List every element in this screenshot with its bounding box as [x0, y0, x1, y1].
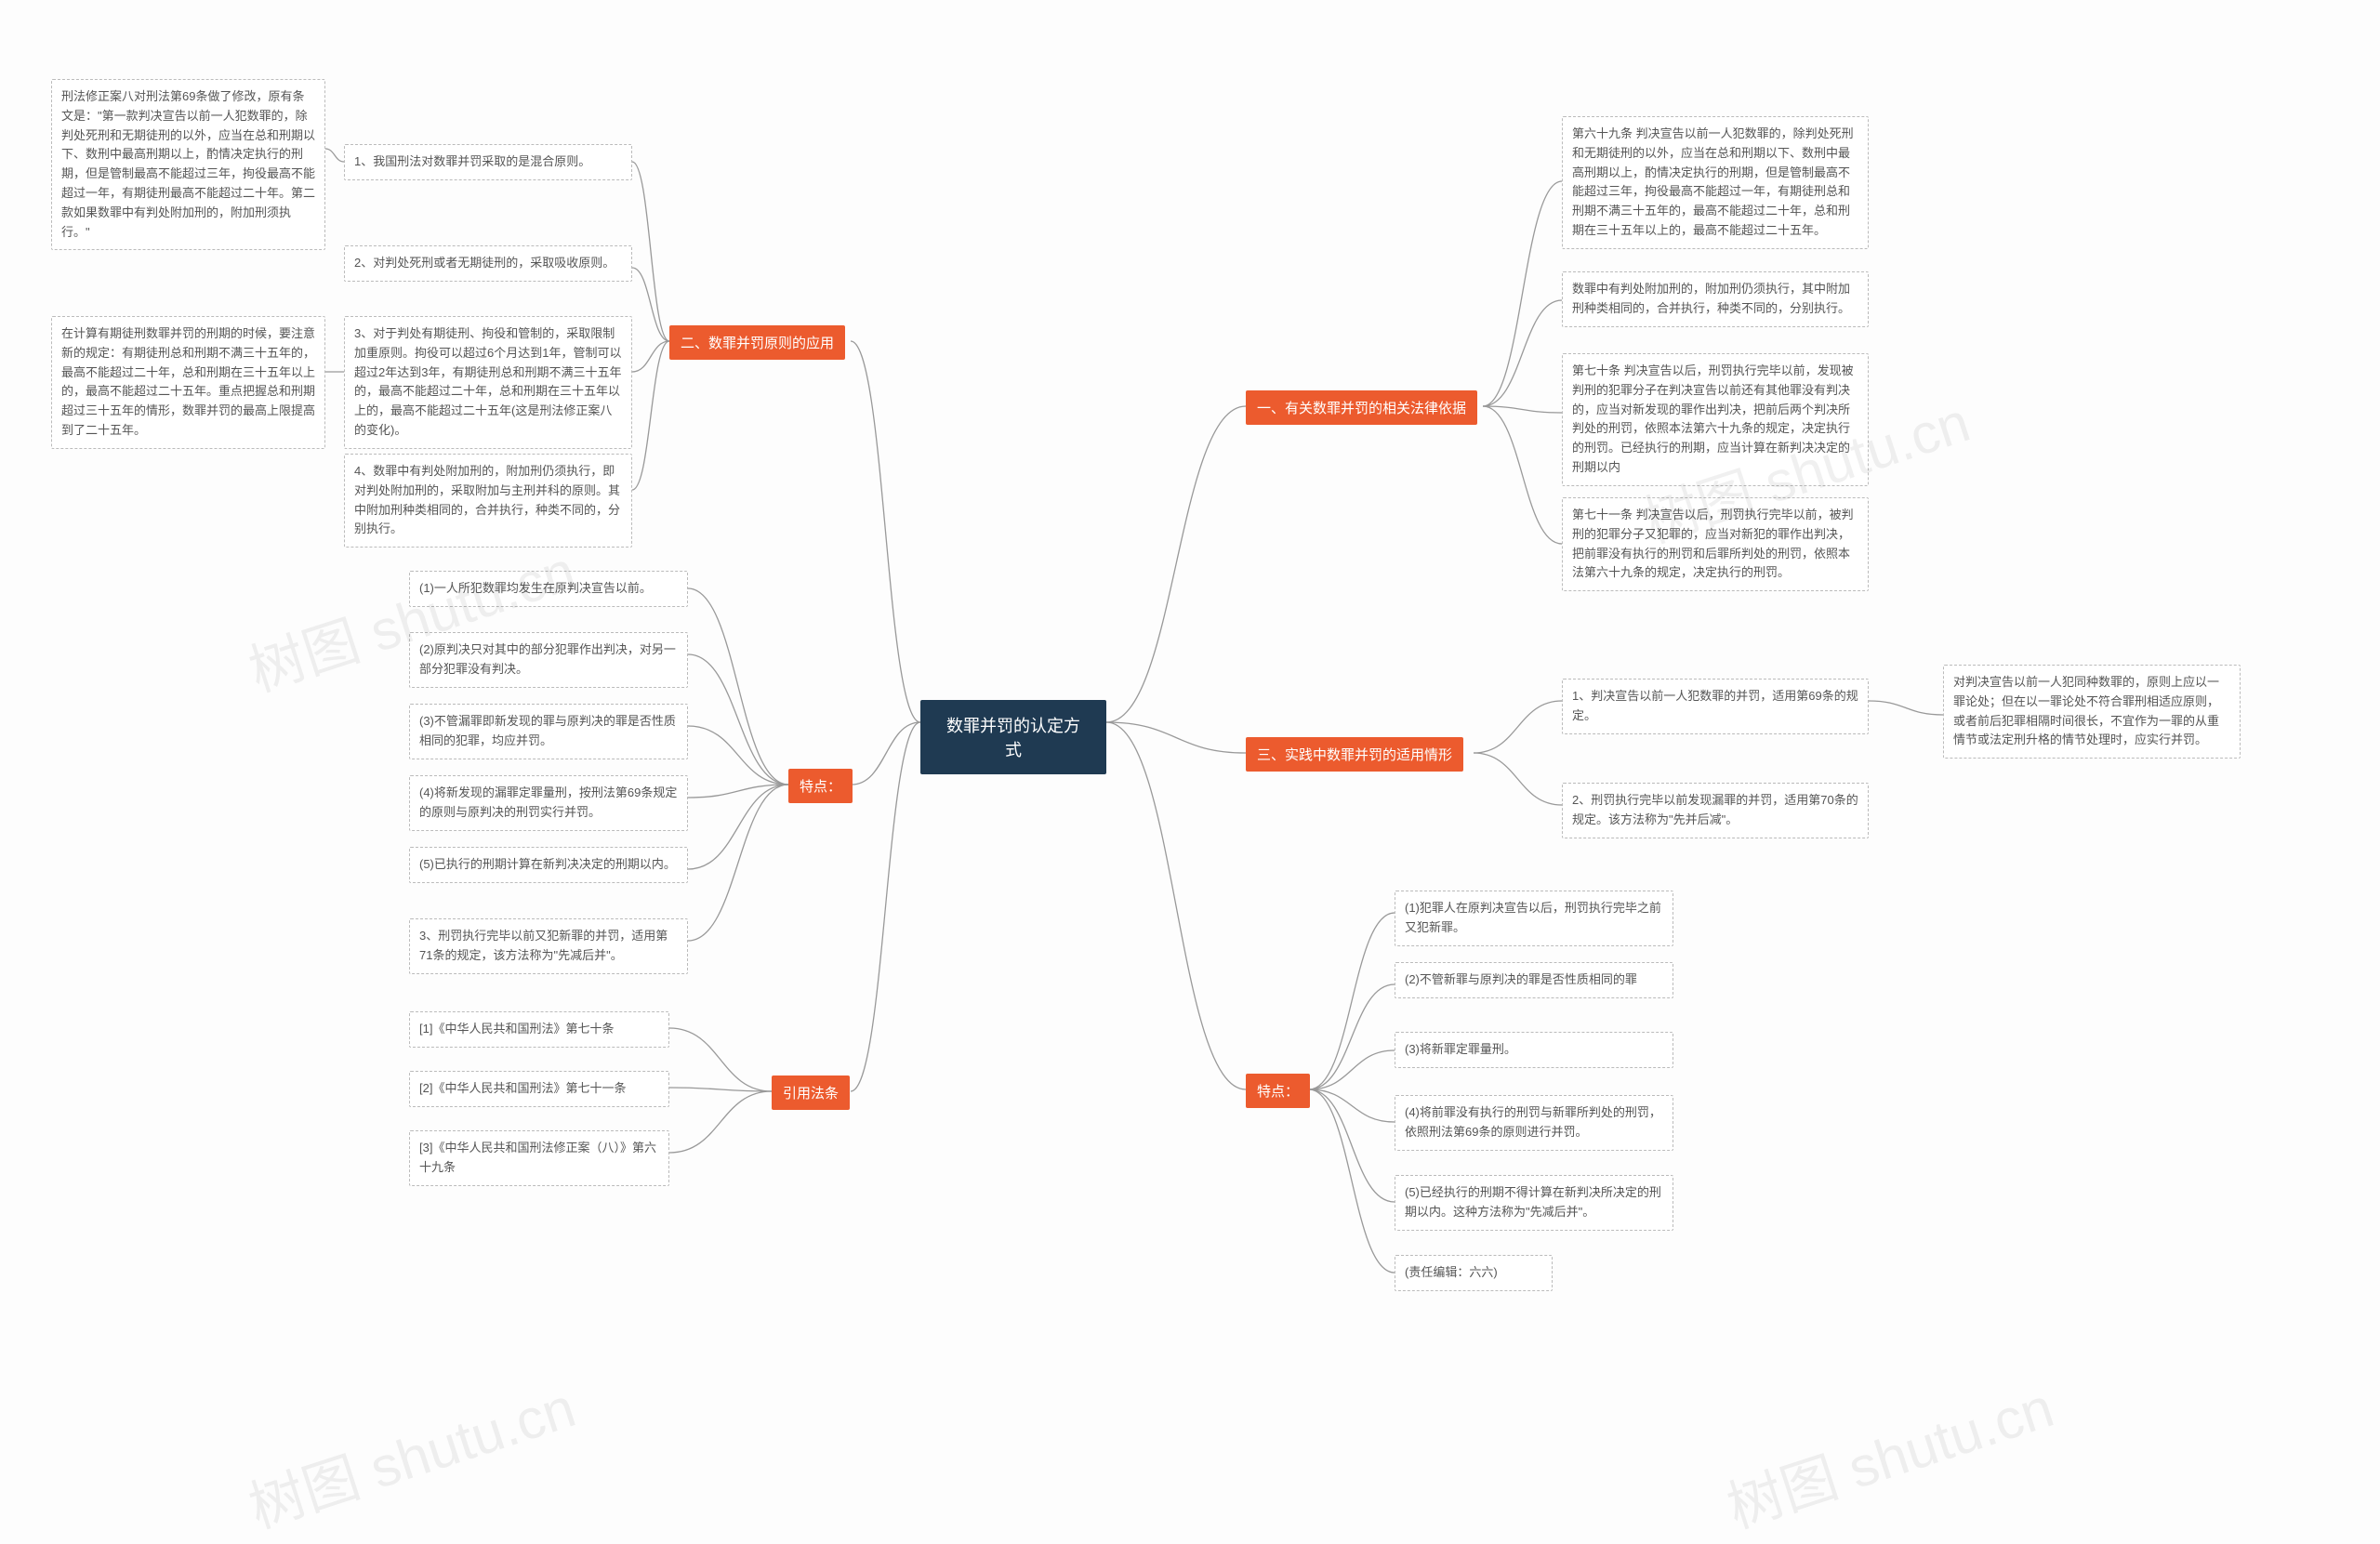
leaf-node: (5)已经执行的刑期不得计算在新判决所决定的刑期以内。这种方法称为"先减后并"。 [1395, 1175, 1673, 1231]
watermark: 树图 shutu.cn [237, 1363, 584, 1544]
leaf-node: [1]《中华人民共和国刑法》第七十条 [409, 1011, 669, 1048]
leaf-node: 1、判决宣告以前一人犯数罪的并罚，适用第69条的规定。 [1562, 679, 1869, 734]
leaf-node: (1)犯罪人在原判决宣告以后，刑罚执行完毕之前又犯新罪。 [1395, 891, 1673, 946]
branch-node: 引用法条 [772, 1076, 850, 1110]
leaf-node: 3、刑罚执行完毕以前又犯新罪的并罚，适用第71条的规定，该方法称为"先减后并"。 [409, 918, 688, 974]
leaf-node: (责任编辑：六六) [1395, 1255, 1553, 1291]
branch-node: 特点： [788, 769, 853, 803]
leaf-node: (1)一人所犯数罪均发生在原判决宣告以前。 [409, 571, 688, 607]
branch-node: 三、实践中数罪并罚的适用情形 [1246, 737, 1463, 772]
leaf-node: 第七十条 判决宣告以后，刑罚执行完毕以前，发现被判刑的犯罪分子在判决宣告以前还有… [1562, 353, 1869, 486]
leaf-node: 1、我国刑法对数罪并罚采取的是混合原则。 [344, 144, 632, 180]
leaf-node: 第七十一条 判决宣告以后，刑罚执行完毕以前，被判刑的犯罪分子又犯罪的，应当对新犯… [1562, 497, 1869, 591]
leaf-node: (5)已执行的刑期计算在新判决决定的刑期以内。 [409, 847, 688, 883]
leaf-node: 2、刑罚执行完毕以前发现漏罪的并罚，适用第70条的规定。该方法称为"先并后减"。 [1562, 783, 1869, 838]
branch-node: 一、有关数罪并罚的相关法律依据 [1246, 390, 1477, 425]
watermark: 树图 shutu.cn [1715, 1363, 2062, 1544]
leaf-node: [2]《中华人民共和国刑法》第七十一条 [409, 1071, 669, 1107]
leaf-node: (3)不管漏罪即新发现的罪与原判决的罪是否性质相同的犯罪，均应并罚。 [409, 704, 688, 759]
leaf-node: (4)将新发现的漏罪定罪量刑，按刑法第69条规定的原则与原判决的刑罚实行并罚。 [409, 775, 688, 831]
leaf-node: (4)将前罪没有执行的刑罚与新罪所判处的刑罚，依照刑法第69条的原则进行并罚。 [1395, 1095, 1673, 1151]
annotation-node: 在计算有期徒刑数罪并罚的刑期的时候，要注意新的规定：有期徒刑总和刑期不满三十五年… [51, 316, 325, 449]
leaf-node: (2)原判决只对其中的部分犯罪作出判决，对另一部分犯罪没有判决。 [409, 632, 688, 688]
leaf-node: (3)将新罪定罪量刑。 [1395, 1032, 1673, 1068]
annotation-node: 刑法修正案八对刑法第69条做了修改，原有条文是："第一款判决宣告以前一人犯数罪的… [51, 79, 325, 250]
leaf-node: 4、数罪中有判处附加刑的，附加刑仍须执行，即对判处附加刑的，采取附加与主刑并科的… [344, 454, 632, 548]
leaf-node: 3、对于判处有期徒刑、拘役和管制的，采取限制加重原则。拘役可以超过6个月达到1年… [344, 316, 632, 449]
leaf-node: 第六十九条 判决宣告以前一人犯数罪的，除判处死刑和无期徒刑的以外，应当在总和刑期… [1562, 116, 1869, 249]
leaf-node: 数罪中有判处附加刑的，附加刑仍须执行，其中附加刑种类相同的，合并执行，种类不同的… [1562, 271, 1869, 327]
branch-node: 特点： [1246, 1074, 1310, 1108]
annotation-node: 对判决宣告以前一人犯同种数罪的，原则上应以一罪论处；但在以一罪论处不符合罪刑相适… [1943, 665, 2241, 759]
branch-node: 二、数罪并罚原则的应用 [669, 325, 845, 360]
leaf-node: [3]《中华人民共和国刑法修正案（八）》第六十九条 [409, 1130, 669, 1186]
central-topic: 数罪并罚的认定方式 [920, 700, 1106, 774]
leaf-node: 2、对判处死刑或者无期徒刑的，采取吸收原则。 [344, 245, 632, 282]
leaf-node: (2)不管新罪与原判决的罪是否性质相同的罪 [1395, 962, 1673, 998]
